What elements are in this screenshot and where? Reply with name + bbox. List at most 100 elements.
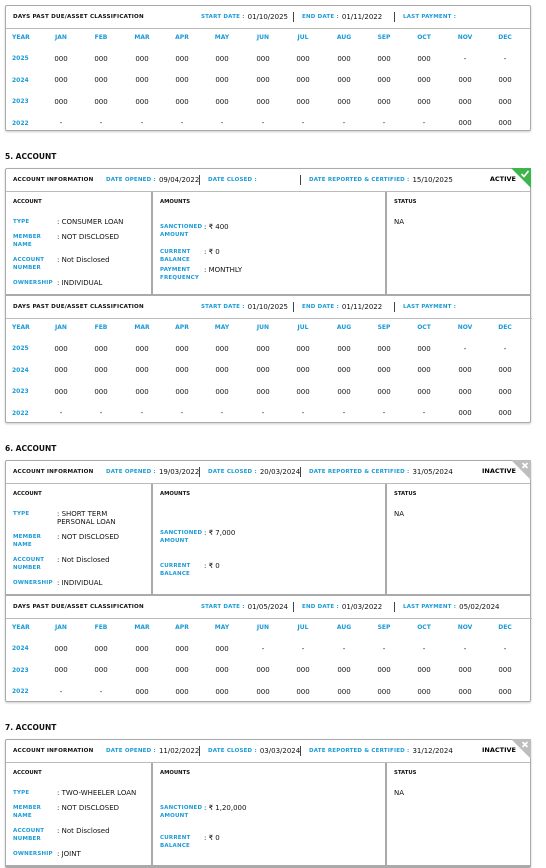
field-label: TYPE (13, 219, 30, 225)
field-value: : SHORT TERM PERSONAL LOAN (57, 510, 116, 526)
dpd-cell: 000 (337, 387, 351, 396)
field-label: CURRENT BALANCE (160, 248, 191, 263)
field-list: SANCTIONED AMOUNT: ₹ 1,20,000 CURRENT BAL… (160, 804, 270, 858)
dpd-cell: - (180, 409, 184, 417)
account-card: ACCOUNT INFORMATION DATE OPENED :11/02/20… (5, 738, 531, 868)
dpd-cell: 000 (175, 666, 189, 674)
field-group: START DATE :01/05/2024 (201, 602, 288, 612)
column-header: OCT (417, 34, 431, 41)
field-list: TYPE : SHORT TERM PERSONAL LOAN MEMBER NAM… (13, 510, 144, 587)
field-value: : NOT DISCLOSED (57, 233, 120, 241)
dpd-header: DAYS PAST DUE/ASSET CLASSIFICATION START … (6, 596, 532, 619)
value: 20/03/2024 (259, 468, 301, 476)
label: END DATE : (302, 604, 339, 610)
value: 01/11/2022 (341, 13, 383, 21)
field-group: DATE OPENED :19/03/2022 (106, 467, 199, 477)
field-group: DATE REPORTED & CERTIFIED :15/10/2025 (300, 175, 453, 185)
dpd-cell: 000 (135, 387, 149, 396)
year: 2022 (12, 688, 29, 695)
column-header: SEP (377, 624, 391, 631)
column-title: ACCOUNT (13, 769, 42, 776)
year: 2022 (12, 409, 29, 417)
dpd-cell: 000 (296, 54, 310, 63)
value: 15/10/2025 (412, 176, 453, 184)
dpd-cell: - (463, 54, 467, 63)
column-header: MAY (214, 624, 230, 631)
dpd-header: DAYS PAST DUE/ASSET CLASSIFICATION START … (6, 6, 530, 29)
dpd-cell: - (382, 409, 386, 417)
column-header: JUN (256, 624, 270, 631)
field-list: PAYMENT FREQUENCY: MONTHLY (160, 266, 270, 287)
account-info-header: ACCOUNT INFORMATION DATE OPENED :11/02/20… (6, 738, 531, 763)
column-header: MAY (214, 34, 230, 41)
dpd-cell: 000 (215, 387, 229, 396)
column-title: AMOUNTS (160, 491, 191, 497)
dpd-cell: 000 (94, 644, 108, 653)
dpd-cell: 000 (135, 644, 149, 653)
dpd-cell: - (422, 644, 426, 653)
field-list: TYPE: TWO-WHEELER LOAN MEMBER NAME: NOT D… (13, 789, 144, 858)
dpd-cell: 000 (256, 344, 270, 353)
dpd-cell: 000 (458, 409, 472, 417)
dpd-cell: 000 (175, 76, 189, 84)
account-status: ACTIVE (489, 175, 516, 183)
label: DATE OPENED : (106, 469, 156, 475)
dpd-cell: 000 (458, 119, 472, 127)
dpd-title: DAYS PAST DUE/ASSET CLASSIFICATION (13, 14, 144, 20)
column-header: MAY (214, 324, 230, 331)
dpd-cell: 000 (175, 97, 189, 106)
dpd-cell: 000 (215, 687, 229, 696)
column-header: SEP (377, 34, 391, 41)
label: DATE REPORTED & CERTIFIED : (309, 747, 410, 754)
field-label: TYPE (13, 511, 30, 517)
dpd-cell: - (140, 119, 144, 127)
dpd-cell: 000 (498, 76, 512, 84)
account-info-header: ACCOUNT INFORMATION DATE OPENED :09/04/20… (6, 168, 531, 192)
field-value: : ₹ 0 (204, 561, 220, 570)
dpd-cell: 000 (135, 344, 149, 353)
dpd-cell: - (422, 409, 426, 417)
dpd-cell: 000 (377, 666, 391, 674)
year: 2022 (12, 119, 29, 127)
dpd-cell: 000 (417, 366, 431, 374)
dpd-cell: 000 (458, 366, 472, 374)
value: 01/10/2025 (247, 303, 288, 311)
value: 01/05/2024 (247, 603, 288, 611)
label: LAST PAYMENT : (403, 304, 457, 310)
label: LAST PAYMENT : (403, 604, 457, 610)
dpd-cell: 000 (498, 97, 512, 106)
column-header: NOV (457, 34, 473, 41)
field-value: : ₹ 0 (204, 834, 220, 842)
dpd-cell: 000 (337, 54, 351, 63)
column-header: DEC (498, 34, 512, 41)
dpd-cell: - (382, 644, 386, 653)
year: 2024 (12, 76, 29, 84)
dpd-cell: 000 (256, 666, 270, 674)
year: 2023 (12, 98, 29, 105)
field-group: DATE REPORTED & CERTIFIED :31/05/2024 (300, 467, 453, 477)
value: 31/12/2024 (412, 746, 453, 755)
status-badge (511, 738, 531, 759)
dpd-cell: 000 (54, 76, 68, 84)
column-header: JAN (55, 324, 67, 331)
field-value: : CONSUMER LOAN (57, 218, 124, 226)
dpd-cell: 000 (135, 97, 149, 106)
year: 2025 (12, 345, 29, 352)
dpd-cell: 000 (175, 644, 189, 653)
field-group: DATE OPENED :09/04/2022 (106, 175, 199, 185)
dpd-cell: 000 (498, 409, 512, 417)
dpd-cell: - (59, 119, 63, 127)
column-header: DEC (498, 324, 512, 331)
status-value: NA (394, 218, 405, 226)
field-value: : NOT DISCLOSED (57, 533, 120, 541)
dpd-cell: 000 (215, 54, 229, 63)
column-header: FEB (94, 324, 108, 331)
field-group: END DATE :01/11/2022 (293, 302, 382, 312)
dpd-cell: 000 (215, 366, 229, 374)
dpd-cell: - (463, 644, 467, 653)
status-badge (511, 168, 531, 188)
account-column: ACCOUNT TYPE: TWO-WHEELER LOAN MEMBER NAME… (6, 762, 153, 865)
dpd-cell: 000 (296, 76, 310, 84)
column-title: STATUS (394, 769, 417, 776)
field-label: MEMBER NAME (13, 534, 42, 548)
